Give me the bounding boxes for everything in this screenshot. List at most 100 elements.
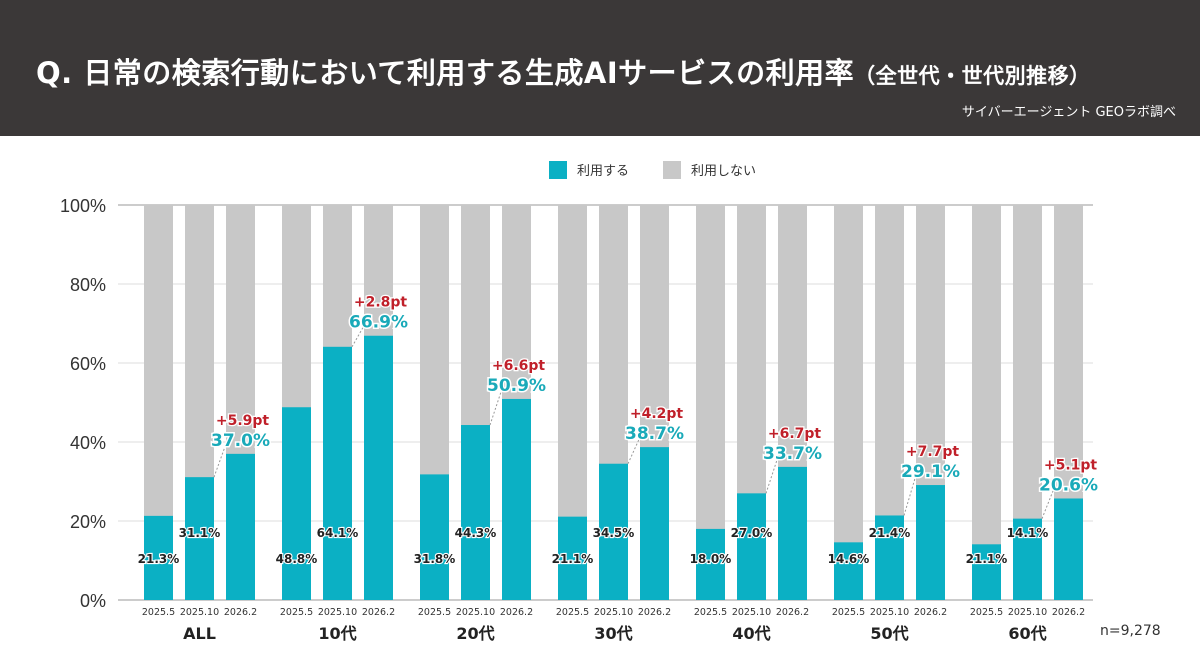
x-tick-label: 2025.10 bbox=[732, 607, 771, 618]
bar-use bbox=[696, 528, 725, 600]
highlight-value-label: 38.7% bbox=[625, 424, 684, 444]
x-tick-label: 2025.5 bbox=[694, 607, 727, 618]
x-tick-label: 2025.10 bbox=[318, 607, 357, 618]
x-tick-label: 2026.2 bbox=[776, 607, 809, 618]
bar-use bbox=[461, 425, 490, 600]
x-tick-label: 2026.2 bbox=[638, 607, 671, 618]
y-tick-label: 40% bbox=[70, 433, 106, 453]
group-label: 10代 bbox=[318, 624, 356, 643]
x-tick-label: 2025.5 bbox=[832, 607, 865, 618]
data-label: 14.6% bbox=[828, 552, 870, 566]
data-label: 64.1% bbox=[317, 526, 359, 540]
data-label: 18.0% bbox=[690, 552, 732, 566]
x-tick-label: 2025.10 bbox=[594, 607, 633, 618]
data-label: 21.4% bbox=[869, 526, 911, 540]
highlight-value-label: 20.6% bbox=[1039, 475, 1098, 495]
bar-use bbox=[558, 516, 587, 600]
legend-label-not-use: 利用しない bbox=[691, 164, 757, 179]
group-label: 20代 bbox=[456, 624, 494, 643]
data-label: 14.1% bbox=[1007, 526, 1049, 540]
delta-label: +5.9pt bbox=[216, 413, 270, 429]
header-banner: Q. 日常の検索行動において利用する生成AIサービスの利用率（全世代・世代別推移… bbox=[0, 0, 1200, 136]
x-tick-label: 2025.5 bbox=[280, 607, 313, 618]
group-label: 50代 bbox=[870, 624, 908, 643]
bar-not-use bbox=[972, 205, 1001, 600]
bar-use bbox=[323, 346, 352, 600]
data-label: 31.8% bbox=[414, 552, 456, 566]
x-tick-label: 2025.5 bbox=[970, 607, 1003, 618]
x-tick-label: 2025.5 bbox=[418, 607, 451, 618]
trend-connector bbox=[1041, 488, 1055, 519]
legend-swatch-use bbox=[549, 160, 567, 179]
x-tick-label: 2026.2 bbox=[914, 607, 947, 618]
group-label: 40代 bbox=[732, 624, 770, 643]
data-label: 34.5% bbox=[593, 526, 635, 540]
bar-use bbox=[875, 515, 904, 600]
trend-connector bbox=[351, 325, 365, 348]
legend-item-use: 利用する bbox=[549, 160, 629, 179]
x-tick-label: 2025.10 bbox=[1008, 607, 1047, 618]
trend-connector bbox=[903, 474, 917, 516]
data-label: 48.8% bbox=[276, 552, 318, 566]
source-credit: サイバーエージェント GEOラボ調べ bbox=[961, 105, 1176, 120]
data-label: 21.1% bbox=[966, 552, 1008, 566]
bar-use bbox=[226, 453, 255, 600]
delta-label: +6.6pt bbox=[492, 358, 546, 374]
bar-use bbox=[364, 335, 393, 600]
bar-use bbox=[502, 398, 531, 600]
legend-swatch-not-use bbox=[663, 160, 682, 179]
delta-label: +7.7pt bbox=[906, 444, 960, 460]
legend-label-use: 利用する bbox=[577, 164, 630, 179]
bar-use bbox=[972, 544, 1001, 600]
bar-use bbox=[599, 463, 628, 600]
trend-connector bbox=[213, 443, 227, 478]
trend-connector bbox=[627, 436, 641, 464]
bar-not-use bbox=[834, 205, 863, 600]
delta-label: +2.8pt bbox=[354, 295, 408, 311]
y-tick-label: 20% bbox=[70, 512, 106, 532]
legend-item-not-use: 利用しない bbox=[663, 160, 756, 179]
bar-use bbox=[640, 447, 669, 600]
bar-use bbox=[778, 466, 807, 600]
highlight-value-label: 33.7% bbox=[763, 444, 822, 464]
bar-use bbox=[916, 485, 945, 600]
x-tick-label: 2026.2 bbox=[1052, 607, 1085, 618]
bar-use bbox=[1013, 518, 1042, 600]
x-tick-label: 2025.10 bbox=[456, 607, 495, 618]
bar-use bbox=[420, 474, 449, 600]
y-tick-label: 100% bbox=[60, 196, 106, 216]
x-tick-label: 2026.2 bbox=[500, 607, 533, 618]
chart-title: Q. 日常の検索行動において利用する生成AIサービスの利用率（全世代・世代別推移… bbox=[36, 50, 1091, 92]
highlight-value-label: 66.9% bbox=[349, 313, 408, 333]
bar-use bbox=[185, 477, 214, 600]
group-label: ALL bbox=[183, 624, 216, 643]
data-label: 27.0% bbox=[731, 526, 773, 540]
data-label: 21.1% bbox=[552, 552, 594, 566]
legend: 利用する 利用しない bbox=[549, 160, 790, 179]
bar-use bbox=[737, 493, 766, 600]
x-tick-label: 2025.5 bbox=[142, 607, 175, 618]
highlight-value-label: 29.1% bbox=[901, 462, 960, 482]
delta-label: +6.7pt bbox=[768, 426, 822, 442]
data-label: 44.3% bbox=[455, 526, 497, 540]
x-tick-label: 2026.2 bbox=[224, 607, 257, 618]
group-label: 60代 bbox=[1008, 624, 1046, 643]
highlight-value-label: 50.9% bbox=[487, 376, 546, 396]
y-tick-label: 80% bbox=[70, 275, 106, 295]
x-tick-label: 2025.10 bbox=[870, 607, 909, 618]
bar-use bbox=[144, 515, 173, 600]
y-tick-label: 60% bbox=[70, 354, 106, 374]
bar-use bbox=[1054, 498, 1083, 600]
y-tick-label: 0% bbox=[80, 591, 106, 611]
x-tick-label: 2026.2 bbox=[362, 607, 395, 618]
chart-title-main: Q. 日常の検索行動において利用する生成AIサービスの利用率 bbox=[36, 56, 855, 90]
bar-use bbox=[834, 542, 863, 600]
data-label: 31.1% bbox=[179, 526, 221, 540]
highlight-value-label: 37.0% bbox=[211, 431, 270, 451]
sample-size-note: n=9,278 bbox=[1100, 623, 1161, 639]
delta-label: +4.2pt bbox=[630, 406, 684, 422]
data-label: 21.3% bbox=[138, 552, 180, 566]
delta-label: +5.1pt bbox=[1044, 457, 1098, 473]
x-tick-label: 2025.5 bbox=[556, 607, 589, 618]
